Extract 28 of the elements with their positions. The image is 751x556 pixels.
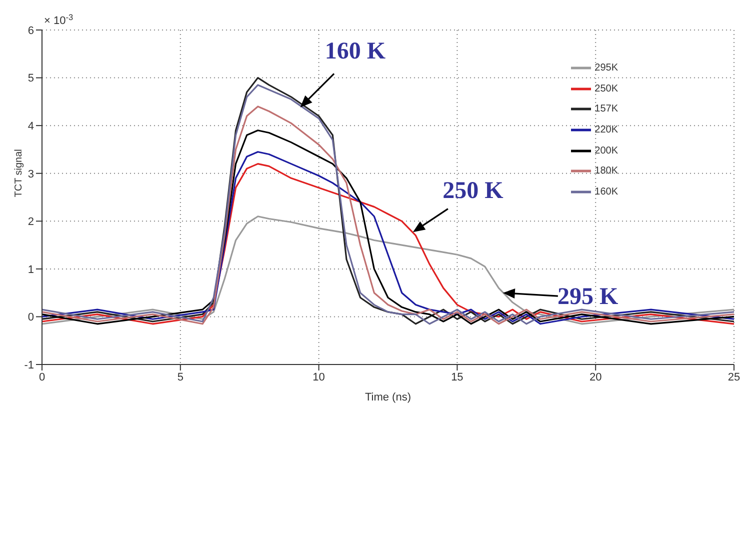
y-axis-title: TCT signal — [14, 149, 25, 198]
y-tick-label: 0 — [28, 312, 34, 324]
y-tick-label: 5 — [28, 72, 34, 85]
x-tick-label: 15 — [451, 371, 464, 384]
x-tick-label: 20 — [589, 371, 602, 384]
annotation: 160 K — [324, 38, 386, 64]
line-series — [42, 216, 734, 325]
annotation: 295 K — [558, 283, 619, 310]
annotation: 250 K — [442, 178, 504, 204]
y-tick-label: 4 — [28, 120, 34, 132]
legend-label: 160K — [594, 186, 618, 198]
legend-label: 250K — [594, 83, 618, 94]
text: × 10$^{-3}$ — [44, 12, 74, 27]
y-tick-label: -1 — [24, 359, 34, 372]
x-tick-label: 25 — [728, 371, 740, 384]
legend-label: 180K — [594, 166, 618, 177]
y-tick-label: 1 — [28, 264, 34, 276]
legend-label: 295K — [594, 62, 618, 74]
y-tick-label: 3 — [28, 168, 34, 180]
x-tick-label: 10 — [312, 371, 325, 384]
x-tick-label: 5 — [177, 371, 184, 384]
x-axis-title: Time (ns) — [364, 392, 412, 404]
x-tick-label: 0 — [38, 371, 46, 384]
y-tick-label: 2 — [28, 216, 34, 228]
legend-label: 220K — [594, 124, 618, 136]
y-tick-label: 6 — [28, 24, 34, 37]
legend-label: 200K — [594, 145, 618, 156]
legend-label: 157K — [594, 104, 618, 115]
